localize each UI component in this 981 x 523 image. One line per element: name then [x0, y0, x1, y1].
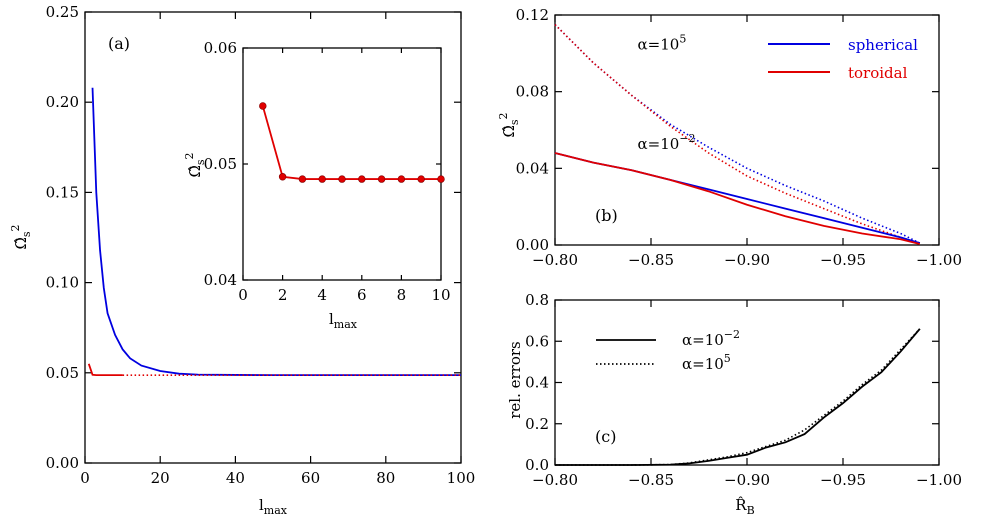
panel-c-ytick-label: 0.8	[525, 291, 549, 309]
inset-point	[318, 175, 326, 183]
inset-ytick-label: 0.05	[204, 155, 237, 173]
panel-c-series-black-dotted-alpha-1e5	[555, 328, 921, 466]
panel-b-xtick-label: −0.85	[628, 251, 674, 269]
panel-c-tag: (c)	[595, 427, 616, 446]
inset-point	[278, 173, 287, 181]
panel-a-xtick-label: 100	[447, 469, 476, 487]
inset-bg	[243, 48, 441, 280]
panel-b-ylabel-text: Ω̂s2	[497, 112, 521, 137]
panel-c-xtick-label: −0.85	[628, 471, 674, 489]
panel-a-series-spherical-solid	[91, 87, 461, 377]
inset-xlabel: lmax	[329, 310, 358, 331]
panel-a-xtick-label: 80	[376, 469, 395, 487]
panel-b-xtick-label: −0.95	[820, 251, 866, 269]
inset-ylabel: Ω̂s2	[183, 152, 207, 177]
inset-xtick-label: 2	[278, 286, 288, 304]
inset-point	[437, 175, 445, 183]
inset-ylabel-text: Ω̂s2	[183, 152, 207, 177]
panel-c-xtick-label: −0.90	[724, 471, 770, 489]
panel-c-xtick-label: −0.95	[820, 471, 866, 489]
panel-a-ytick-label: 0.25	[46, 3, 79, 21]
panel-b-ytick-label: 0.04	[516, 159, 549, 177]
panel-a-ylabel-text: Ω̂s2	[9, 224, 33, 249]
panel-b-series-toroidal-solid-alpha-1e-2	[554, 152, 921, 245]
panel-a-ytick-label: 0.00	[46, 454, 79, 472]
panel-c-xtick-label: −0.80	[532, 471, 578, 489]
inset-point	[338, 175, 346, 183]
panel-a-frame	[84, 11, 462, 464]
panel-c-ytick-label: 0.0	[525, 456, 549, 474]
panel-c-ytick-label: 0.6	[525, 332, 549, 350]
inset-point	[358, 175, 366, 183]
inset-ytick-label: 0.04	[204, 271, 237, 289]
panel-a-ytick-label: 0.10	[46, 274, 79, 292]
panel-a-ytick-label: 0.05	[46, 364, 79, 382]
panel-b-annotation: α=10−2	[638, 132, 696, 153]
inset-point	[377, 175, 386, 183]
inset-ytick-label: 0.06	[204, 39, 237, 57]
inset-point	[259, 102, 267, 110]
panel-b-ytick-label: 0.08	[516, 83, 549, 101]
panel-b-series-toroidal-dotted-alpha-1e5	[554, 24, 921, 244]
inset-series-toroidal-solid	[261, 105, 441, 180]
panel-a-xtick-label: 40	[226, 469, 245, 487]
panel-b-series-spherical-dotted-alpha-1e5	[554, 24, 921, 244]
panel-b-ytick-label: 0.12	[516, 6, 549, 24]
panel-c-ylabel-text: rel. errors	[506, 341, 524, 419]
panel-a-series-toroidal-solid	[87, 363, 123, 377]
panel-c-ylabel: rel. errors	[506, 341, 524, 419]
panel-b-legend-label-spherical: spherical	[848, 36, 918, 54]
panel-c-legend-label-dotted: α=105	[682, 352, 731, 373]
inset-point	[397, 175, 406, 183]
panel-a-xlabel: lmax	[259, 496, 288, 517]
panel-b-ylabel: Ω̂s2	[497, 112, 521, 137]
panel-b-ytick-label: 0.00	[516, 236, 549, 254]
panel-c-xlabel: R̂B	[735, 496, 754, 517]
inset-xtick-label: 0	[238, 286, 248, 304]
inset-xtick-label: 8	[397, 286, 407, 304]
panel-a-tag: (a)	[108, 34, 130, 53]
panel-c-xtick-label: −1.00	[916, 471, 962, 489]
inset-xtick-label: 6	[357, 286, 367, 304]
panel-b-xtick-label: −0.90	[724, 251, 770, 269]
panel-b-tag: (b)	[595, 206, 618, 225]
inset-point	[298, 175, 307, 183]
panel-a-xtick-label: 20	[151, 469, 170, 487]
panel-a-xtick-label: 0	[80, 469, 90, 487]
panel-b-annotation: α=105	[638, 33, 687, 54]
panel-b-xtick-label: −0.80	[532, 251, 578, 269]
inset-xtick-label: 10	[431, 286, 450, 304]
panel-a-ylabel: Ω̂s2	[9, 224, 33, 249]
inset-xtick-label: 4	[317, 286, 327, 304]
inset-point	[417, 175, 425, 183]
panel-a-ytick-label: 0.20	[46, 93, 79, 111]
panel-a-ytick-label: 0.15	[46, 183, 79, 201]
panel-c-legend-label-solid: α=10−2	[682, 328, 740, 349]
panel-b-legend-label-toroidal: toroidal	[848, 64, 908, 82]
panel-c-ytick-label: 0.4	[525, 374, 549, 392]
panel-c-ytick-label: 0.2	[525, 415, 549, 433]
panel-a-xtick-label: 60	[301, 469, 320, 487]
panel-b-xtick-label: −1.00	[916, 251, 962, 269]
